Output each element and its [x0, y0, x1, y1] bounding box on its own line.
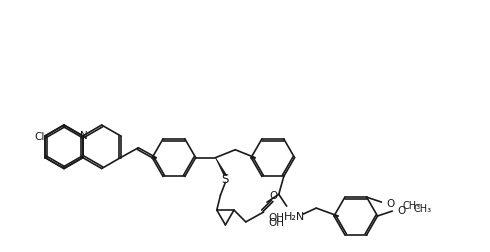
- Text: H₂N: H₂N: [284, 211, 305, 221]
- Text: N: N: [80, 130, 88, 140]
- Text: CH₃: CH₃: [413, 203, 431, 213]
- Text: OH: OH: [269, 217, 285, 227]
- Polygon shape: [216, 158, 227, 176]
- Text: O: O: [397, 205, 405, 215]
- Text: OH: OH: [269, 212, 285, 222]
- Text: CH₃: CH₃: [402, 200, 420, 210]
- Text: O: O: [270, 191, 278, 200]
- Text: S: S: [221, 172, 229, 185]
- Text: Cl: Cl: [34, 131, 45, 141]
- Text: O: O: [386, 198, 394, 208]
